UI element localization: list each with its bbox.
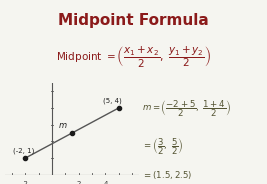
Text: m: m <box>59 121 67 130</box>
Text: $= (1.5, 2.5)$: $= (1.5, 2.5)$ <box>142 169 192 181</box>
Text: $m = \left(\dfrac{-2+5}{2},\ \dfrac{1+4}{2}\right)$: $m = \left(\dfrac{-2+5}{2},\ \dfrac{1+4}… <box>142 98 231 119</box>
Text: 4: 4 <box>103 181 108 184</box>
Text: (5, 4): (5, 4) <box>103 98 121 104</box>
Text: 2: 2 <box>77 181 81 184</box>
Text: (-2, 1): (-2, 1) <box>13 147 35 154</box>
Text: $= \left(\dfrac{3}{2},\ \dfrac{5}{2}\right)$: $= \left(\dfrac{3}{2},\ \dfrac{5}{2}\rig… <box>142 137 183 157</box>
Text: Midpoint $= \left(\dfrac{x_1 + x_2}{2},\ \dfrac{y_1 + y_2}{2}\right)$: Midpoint $= \left(\dfrac{x_1 + x_2}{2},\… <box>56 44 211 69</box>
Text: Midpoint Formula: Midpoint Formula <box>58 13 209 28</box>
Text: -2: -2 <box>22 181 29 184</box>
